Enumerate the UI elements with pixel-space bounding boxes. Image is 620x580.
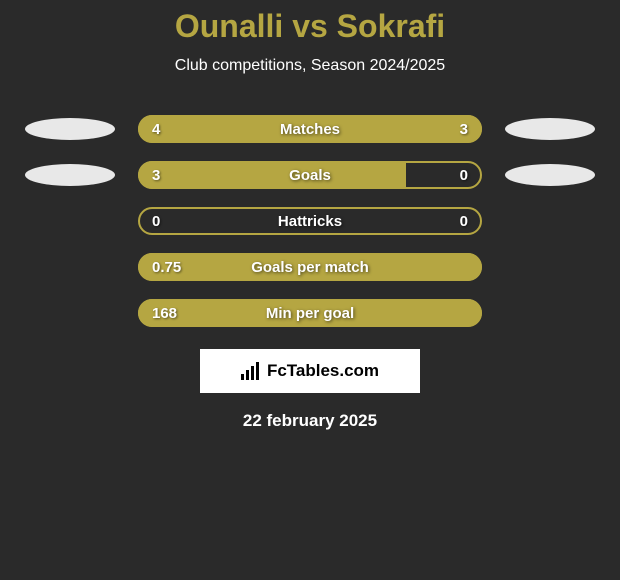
- player-left-icon: [20, 163, 120, 187]
- player-right-icon: [500, 301, 600, 325]
- stat-row: 0.75Goals per match: [20, 253, 600, 281]
- stat-value-left: 0: [152, 213, 160, 230]
- stat-value-right: 3: [460, 121, 468, 138]
- stat-value-right: 0: [460, 213, 468, 230]
- stat-value-left: 4: [152, 121, 160, 138]
- logo-text: FcTables.com: [267, 361, 379, 381]
- stat-label: Matches: [138, 121, 482, 138]
- date-label: 22 february 2025: [0, 411, 620, 431]
- stat-row: 0Hattricks0: [20, 207, 600, 235]
- stat-row: 3Goals0: [20, 161, 600, 189]
- stat-value-left: 0.75: [152, 259, 181, 276]
- player-left-icon: [20, 209, 120, 233]
- stat-bar: 168Min per goal: [138, 299, 482, 327]
- player-left-icon: [20, 255, 120, 279]
- logo-chart-icon: [241, 362, 261, 380]
- player-right-icon: [500, 209, 600, 233]
- stat-label: Min per goal: [138, 305, 482, 322]
- stat-bar: 0.75Goals per match: [138, 253, 482, 281]
- stat-row: 4Matches3: [20, 115, 600, 143]
- fctables-logo[interactable]: FcTables.com: [200, 349, 420, 393]
- stat-value-left: 3: [152, 167, 160, 184]
- comparison-widget: Ounalli vs Sokrafi Club competitions, Se…: [0, 0, 620, 431]
- stat-row: 168Min per goal: [20, 299, 600, 327]
- player-right-icon: [500, 255, 600, 279]
- page-title: Ounalli vs Sokrafi: [0, 8, 620, 45]
- stat-label: Goals per match: [138, 259, 482, 276]
- stats-chart: 4Matches33Goals00Hattricks00.75Goals per…: [0, 115, 620, 327]
- stat-label: Goals: [138, 167, 482, 184]
- player-right-icon: [500, 117, 600, 141]
- stat-value-right: 0: [460, 167, 468, 184]
- stat-label: Hattricks: [138, 213, 482, 230]
- player-right-icon: [500, 163, 600, 187]
- stat-bar: 0Hattricks0: [138, 207, 482, 235]
- player-left-icon: [20, 301, 120, 325]
- player-left-icon: [20, 117, 120, 141]
- subtitle: Club competitions, Season 2024/2025: [0, 57, 620, 75]
- stat-bar: 3Goals0: [138, 161, 482, 189]
- stat-bar: 4Matches3: [138, 115, 482, 143]
- stat-value-left: 168: [152, 305, 177, 322]
